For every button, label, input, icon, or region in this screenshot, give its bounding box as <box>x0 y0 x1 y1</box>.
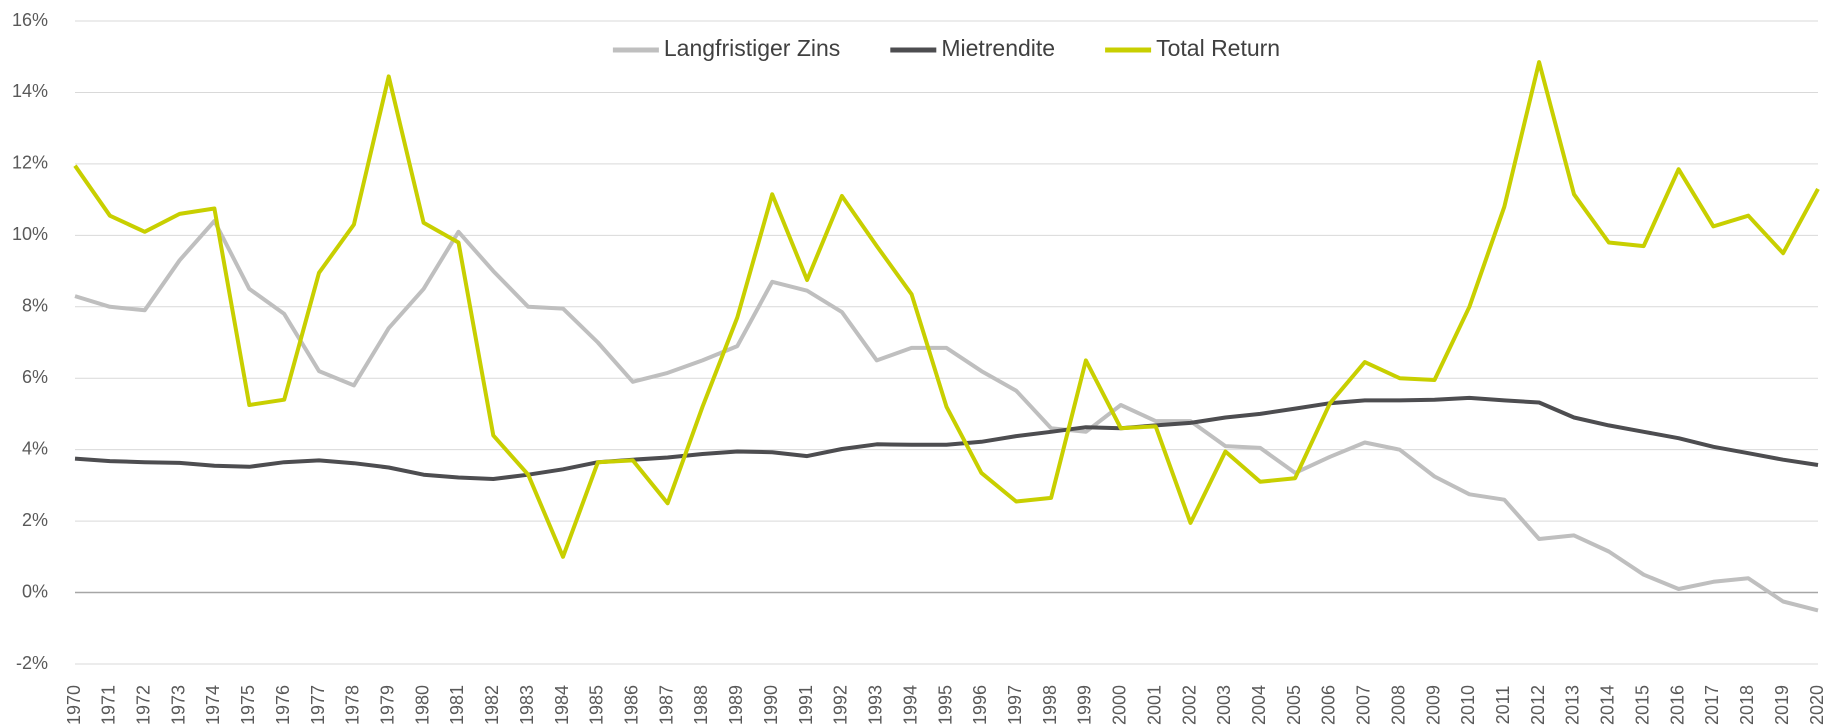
x-tick-label: 1975 <box>238 685 258 725</box>
x-tick-label: 2020 <box>1807 685 1827 725</box>
y-tick-label: -2% <box>16 653 48 673</box>
x-tick-label: 1994 <box>900 685 920 725</box>
x-tick-label: 1984 <box>552 685 572 725</box>
x-tick-label: 2001 <box>1144 685 1164 725</box>
x-tick-label: 1982 <box>482 685 502 725</box>
y-tick-label: 4% <box>22 438 48 458</box>
x-tick-label: 1995 <box>935 685 955 725</box>
x-tick-label: 2015 <box>1632 685 1652 725</box>
legend: Langfristiger Zins Mietrendite Total Retur… <box>612 35 1280 61</box>
legend-item: Langfristiger Zins <box>612 35 840 61</box>
x-tick-label: 2009 <box>1423 685 1443 725</box>
x-tick-label: 2004 <box>1249 685 1269 725</box>
x-tick-label: 2006 <box>1319 685 1339 725</box>
x-tick-label: 1986 <box>622 685 642 725</box>
x-tick-label: 1993 <box>866 685 886 725</box>
x-tick-label: 1997 <box>1005 685 1025 725</box>
x-tick-label: 1990 <box>761 685 781 725</box>
y-tick-label: 0% <box>22 581 48 601</box>
y-tick-label: 14% <box>12 81 48 101</box>
series-line <box>74 395 1819 481</box>
x-tick-label: 1977 <box>308 685 328 725</box>
legend-label: Mietrendite <box>941 35 1055 61</box>
x-tick-label: 1987 <box>656 685 676 725</box>
x-tick-label: 2007 <box>1354 685 1374 725</box>
series-line <box>74 219 1819 613</box>
y-tick-label: 10% <box>12 224 48 244</box>
x-tick-label: 2002 <box>1179 685 1199 725</box>
x-tick-label: 2010 <box>1458 685 1478 725</box>
x-tick-label: 1979 <box>377 685 397 725</box>
x-tick-label: 1992 <box>831 685 851 725</box>
x-tick-label: 1991 <box>796 685 816 725</box>
y-tick-label: 2% <box>22 510 48 530</box>
x-tick-label: 2012 <box>1528 685 1548 725</box>
y-tick-label: 16% <box>12 10 48 30</box>
legend-item: Total Return <box>1105 35 1280 61</box>
x-tick-label: 1973 <box>168 685 188 725</box>
x-tick-label: 2013 <box>1563 685 1583 725</box>
y-tick-label: 6% <box>22 367 48 387</box>
x-tick-label: 1996 <box>970 685 990 725</box>
x-tick-label: 2017 <box>1702 685 1722 725</box>
x-tick-label: 2018 <box>1737 685 1757 725</box>
x-tick-label: 2000 <box>1110 685 1130 725</box>
x-tick-label: 1999 <box>1075 685 1095 725</box>
series-line <box>73 60 1820 559</box>
legend-label: Langfristiger Zins <box>664 35 840 61</box>
x-tick-label: 1985 <box>587 685 607 725</box>
x-tick-label: 1974 <box>203 685 223 725</box>
x-tick-label: 2016 <box>1667 685 1687 725</box>
x-tick-label: 2019 <box>1772 685 1792 725</box>
x-tick-label: 1976 <box>273 685 293 725</box>
x-tick-label: 2014 <box>1598 685 1618 725</box>
x-tick-label: 2005 <box>1284 685 1304 725</box>
x-tick-label: 1983 <box>517 685 537 725</box>
x-tick-label: 2011 <box>1493 686 1513 725</box>
x-tick-label: 1981 <box>447 685 467 725</box>
y-tick-label: 12% <box>12 153 48 173</box>
legend-item: Mietrendite <box>890 35 1055 61</box>
x-tick-label: 1998 <box>1040 685 1060 725</box>
x-tick-label: 1970 <box>64 685 84 725</box>
x-tick-label: 1980 <box>412 685 432 725</box>
x-tick-label: 1971 <box>99 685 119 725</box>
x-tick-label: 1978 <box>343 685 363 725</box>
x-tick-label: 2003 <box>1214 685 1234 725</box>
y-tick-label: 8% <box>22 296 48 316</box>
x-tick-label: 1988 <box>691 685 711 725</box>
x-tick-label: 1972 <box>133 685 153 725</box>
legend-label: Total Return <box>1156 35 1280 61</box>
x-tick-label: 1989 <box>726 685 746 725</box>
x-tick-label: 2008 <box>1388 685 1408 725</box>
